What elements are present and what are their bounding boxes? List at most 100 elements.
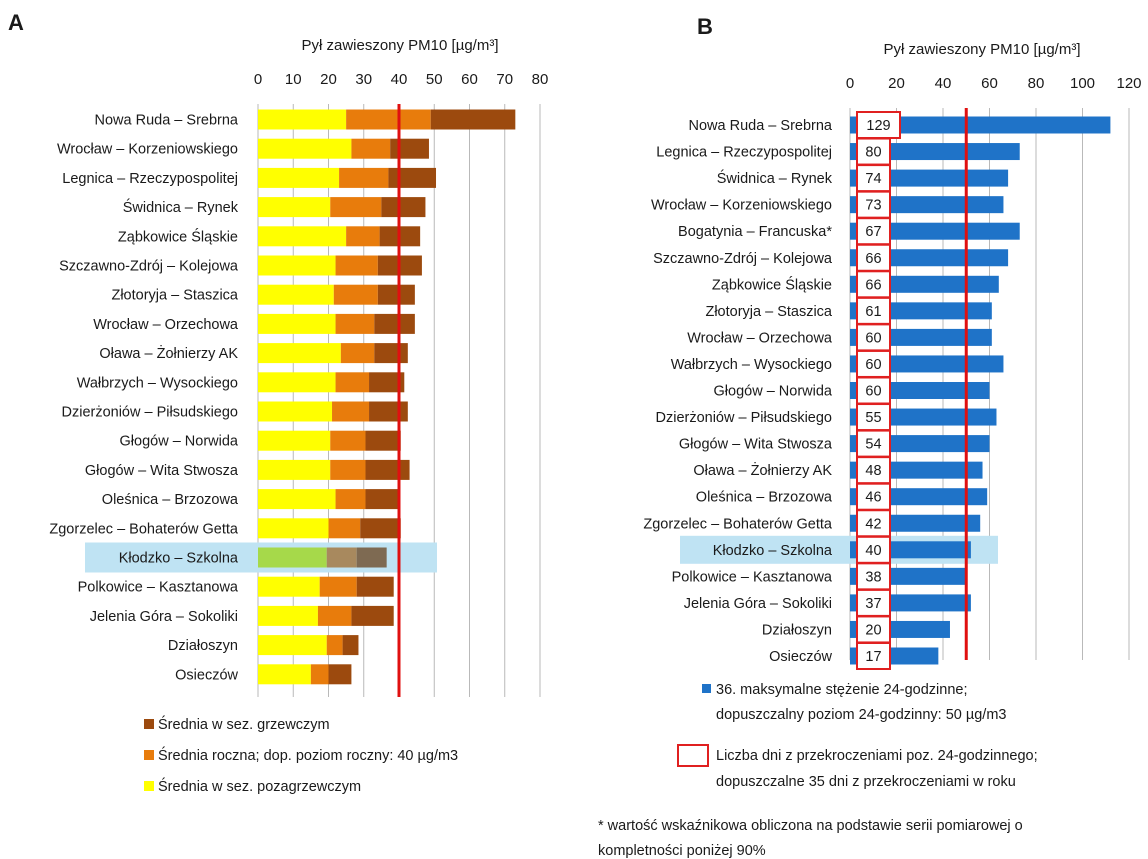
exceedance-box — [856, 403, 891, 432]
bar-heating — [365, 489, 399, 510]
legend-swatch — [144, 719, 154, 729]
footnote-line2: kompletności poniżej 90% — [598, 843, 766, 859]
bar-heating — [377, 284, 415, 305]
bar-nonheating — [258, 547, 327, 568]
legend-swatch — [144, 781, 154, 791]
panel-a-letter: A — [8, 10, 24, 35]
panel-a-tick-label: 60 — [461, 71, 478, 88]
category-label: Oleśnica – Brzozowa — [696, 490, 833, 506]
bar-heating — [365, 459, 410, 480]
panel-b-tick-label: 80 — [1028, 75, 1045, 92]
bar-heating — [351, 605, 394, 626]
exceedance-days: 66 — [865, 251, 881, 267]
panel-b-tick-label: 40 — [935, 75, 952, 92]
category-label: Głogów – Wita Stwosza — [679, 437, 833, 453]
bar-annual — [335, 313, 375, 334]
bar-annual — [333, 284, 378, 305]
bar-annual — [330, 197, 382, 218]
panel-b: B Pył zawieszony PM10 [µg/m³] 0 20 40 60 80 1… — [598, 14, 1142, 859]
panel-a-tick-label: 20 — [320, 71, 337, 88]
bar-36th-max — [850, 222, 1020, 240]
panel-a: A Pył zawieszony PM10 [µg/m³] 0 10 20 30 40 5… — [8, 10, 548, 795]
bar-36th-max — [850, 143, 1020, 161]
category-label: Wrocław – Korzeniowskiego — [651, 198, 832, 214]
legend-swatch-bar — [702, 684, 711, 693]
exceedance-days: 20 — [865, 622, 881, 638]
exceedance-days: 42 — [865, 516, 881, 532]
bar-nonheating — [258, 226, 347, 247]
exceedance-days: 38 — [865, 569, 881, 585]
bar-heating — [360, 518, 401, 539]
category-label: Dzierżoniów – Piłsudskiego — [62, 405, 239, 421]
bar-annual — [339, 167, 389, 188]
bar-nonheating — [258, 605, 318, 626]
exceedance-box — [856, 509, 891, 538]
bar-annual — [335, 255, 378, 276]
exceedance-box — [856, 376, 891, 405]
panel-b-exceedance-boxes: 129 80 74 73 67 66 66 61 60 60 60 55 54 48 46 42 40 38 37 2… — [856, 111, 901, 670]
exceedance-days: 67 — [865, 224, 881, 240]
exceedance-box — [856, 217, 891, 246]
bar-heating — [369, 401, 408, 422]
panel-b-letter: B — [697, 14, 713, 39]
category-label: Dzierżoniów – Piłsudskiego — [656, 410, 833, 426]
exceedance-days: 66 — [865, 277, 881, 293]
panel-a-bars — [258, 109, 516, 685]
exceedance-box — [856, 296, 891, 325]
bar-heating — [374, 313, 415, 334]
bar-heating — [356, 547, 387, 568]
bar-annual — [310, 664, 329, 685]
exceedance-box — [856, 243, 891, 272]
exceedance-box — [856, 190, 891, 219]
bar-nonheating — [258, 518, 329, 539]
category-label: Legnica – Rzeczypospolitej — [62, 171, 238, 187]
category-label: Polkowice – Kasztanowa — [78, 580, 239, 596]
bar-annual — [335, 489, 366, 510]
category-label: Działoszyn — [168, 638, 238, 654]
bar-heating — [390, 138, 429, 159]
bar-annual — [351, 138, 391, 159]
legend-label: Średnia w sez. grzewczym — [158, 715, 330, 733]
legend-label-box-line1: Liczba dni z przekroczeniami poz. 24-god… — [716, 748, 1038, 764]
category-label: Świdnica – Rynek — [717, 169, 833, 187]
bar-nonheating — [258, 635, 327, 656]
category-label: Szczawno-Zdrój – Kolejowa — [59, 259, 239, 275]
panel-a-tick-labels: 0 10 20 30 40 50 60 70 80 — [254, 71, 549, 88]
panel-a-tick-label: 10 — [285, 71, 302, 88]
category-label: Osieczów — [769, 649, 832, 665]
legend-label: Średnia roczna; dop. poziom roczny: 40 µ… — [158, 746, 458, 764]
bar-nonheating — [258, 664, 311, 685]
legend-label: Średnia w sez. pozagrzewczym — [158, 777, 361, 795]
bar-36th-max — [850, 116, 1111, 134]
bar-heating — [356, 576, 394, 597]
bar-heating — [381, 197, 426, 218]
category-label: Zgorzelec – Bohaterów Getta — [49, 521, 239, 537]
exceedance-days: 37 — [865, 596, 881, 612]
exceedance-days: 54 — [865, 437, 881, 453]
exceedance-days: 129 — [866, 118, 890, 134]
panel-b-tick-label: 0 — [846, 75, 854, 92]
panel-b-tick-label: 100 — [1070, 75, 1095, 92]
bar-nonheating — [258, 430, 331, 451]
exceedance-days: 61 — [865, 304, 881, 320]
exceedance-days: 17 — [865, 649, 881, 665]
panel-a-category-labels: Nowa Ruda – Srebrna Wrocław – Korzeniowsk… — [49, 113, 239, 684]
category-label: Kłodzko – Szkolna — [713, 543, 833, 559]
legend-swatch — [144, 750, 154, 760]
category-label: Kłodzko – Szkolna — [119, 551, 239, 567]
category-label: Legnica – Rzeczypospolitej — [656, 145, 832, 161]
exceedance-days: 74 — [865, 171, 881, 187]
bar-nonheating — [258, 372, 336, 393]
bar-nonheating — [258, 284, 334, 305]
exceedance-days: 60 — [865, 330, 881, 346]
category-label: Jelenia Góra – Sokoliki — [684, 596, 832, 612]
panel-b-category-labels: Nowa Ruda – Srebrna Legnica – Rzeczypospo… — [643, 118, 833, 665]
panel-b-tick-label: 20 — [888, 75, 905, 92]
bar-heating — [342, 635, 359, 656]
bar-nonheating — [258, 576, 320, 597]
bar-annual — [319, 576, 357, 597]
category-label: Złotoryja – Staszica — [705, 304, 832, 320]
category-label: Osieczów — [175, 667, 238, 683]
exceedance-days: 73 — [865, 198, 881, 214]
